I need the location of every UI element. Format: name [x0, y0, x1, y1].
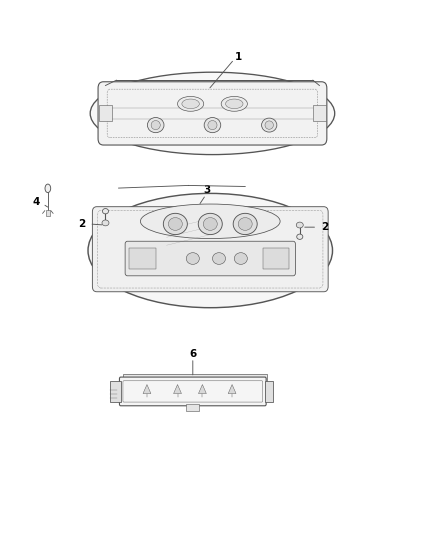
Ellipse shape — [203, 217, 217, 230]
Ellipse shape — [234, 253, 247, 264]
Bar — [46, 209, 50, 216]
Ellipse shape — [102, 208, 109, 214]
Polygon shape — [143, 384, 151, 393]
Ellipse shape — [88, 193, 332, 308]
Polygon shape — [198, 384, 206, 393]
Text: 2: 2 — [321, 222, 329, 232]
Ellipse shape — [163, 213, 187, 235]
FancyBboxPatch shape — [98, 82, 327, 145]
Bar — [130, 248, 155, 269]
Ellipse shape — [208, 120, 217, 130]
Bar — [265, 381, 273, 401]
Ellipse shape — [226, 99, 243, 109]
Bar — [186, 404, 199, 410]
Ellipse shape — [238, 217, 252, 230]
Polygon shape — [173, 384, 181, 393]
Bar — [313, 106, 326, 122]
Bar — [123, 374, 267, 400]
Ellipse shape — [45, 184, 51, 192]
Ellipse shape — [198, 213, 222, 235]
Ellipse shape — [182, 99, 199, 109]
FancyBboxPatch shape — [92, 207, 328, 292]
Ellipse shape — [177, 96, 204, 111]
Ellipse shape — [151, 120, 160, 130]
Ellipse shape — [186, 253, 199, 264]
Ellipse shape — [221, 96, 247, 111]
Ellipse shape — [102, 220, 109, 226]
Text: 2: 2 — [78, 219, 85, 229]
Ellipse shape — [148, 117, 164, 133]
Ellipse shape — [265, 121, 273, 130]
Text: 1: 1 — [235, 52, 242, 61]
Ellipse shape — [141, 204, 280, 239]
Ellipse shape — [90, 72, 335, 155]
Bar — [110, 381, 121, 401]
Ellipse shape — [212, 253, 226, 264]
Ellipse shape — [296, 222, 303, 228]
Text: 3: 3 — [203, 185, 210, 196]
Ellipse shape — [233, 213, 257, 235]
Ellipse shape — [297, 234, 303, 239]
Ellipse shape — [204, 117, 221, 133]
Bar — [263, 248, 289, 269]
FancyBboxPatch shape — [125, 241, 295, 276]
Ellipse shape — [168, 217, 182, 230]
Polygon shape — [228, 384, 236, 393]
FancyBboxPatch shape — [120, 377, 266, 406]
Text: 6: 6 — [189, 349, 196, 359]
Ellipse shape — [261, 118, 277, 132]
Bar — [99, 106, 112, 122]
Text: 4: 4 — [33, 197, 40, 207]
